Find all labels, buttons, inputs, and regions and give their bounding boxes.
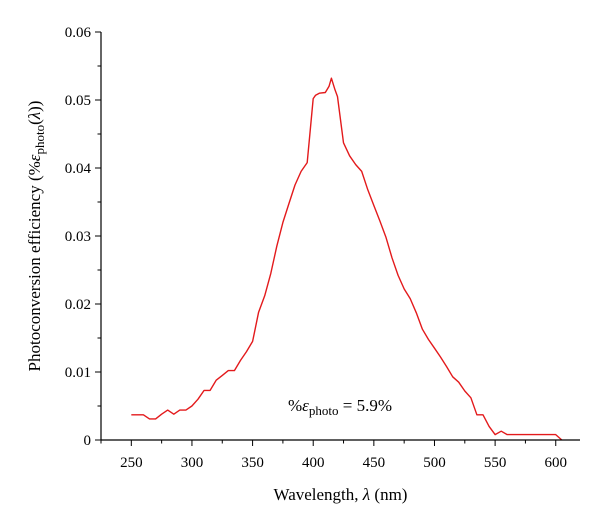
y-axis-title-subscript: photo (32, 125, 47, 155)
y-tick-label: 0.02 (65, 297, 91, 313)
y-axis-title: Photoconversion efficiency (%εphoto(λ)) (25, 101, 47, 372)
x-axis-title: Wavelength, λ (nm) (274, 485, 408, 504)
y-axis-title-middle: ( (25, 119, 44, 125)
y-axis-title-symbol: ε (25, 154, 44, 161)
x-axis-title-prefix: Wavelength, (274, 485, 363, 504)
x-tick-label: 450 (363, 455, 386, 471)
series-layer (131, 77, 563, 441)
y-tick-label: 0.03 (65, 229, 91, 245)
x-tick-label: 400 (302, 455, 325, 471)
annotation-prefix: % (288, 396, 302, 415)
x-axis-title-symbol: λ (362, 485, 370, 504)
efficiency-annotation: %εphoto = 5.9% (288, 396, 392, 418)
y-tick-label: 0.01 (65, 365, 91, 381)
y-axis-title-suffix: )) (25, 101, 44, 112)
annotation-symbol: ε (302, 396, 309, 415)
y-tick-label: 0.05 (65, 93, 91, 109)
x-tick-label: 500 (423, 455, 446, 471)
y-tick-label: 0.06 (65, 25, 92, 41)
y-axis-title-prefix: Photoconversion efficiency (% (25, 161, 44, 371)
y-axis-title-symbol2: λ (25, 112, 44, 120)
y-tick-label: 0 (84, 433, 92, 449)
x-tick-label: 300 (181, 455, 204, 471)
y-tick-label: 0.04 (65, 161, 92, 177)
efficiency-line (131, 77, 563, 441)
x-tick-label: 600 (544, 455, 567, 471)
y-axis-ticks: 0 0.01 0.02 0.03 0.04 0.05 0.06 (65, 25, 101, 449)
x-tick-label: 550 (484, 455, 507, 471)
x-tick-label: 350 (241, 455, 264, 471)
x-axis-title-unit: (nm) (370, 485, 407, 504)
annotation-subscript: photo (309, 403, 339, 418)
x-tick-label: 250 (120, 455, 143, 471)
annotation-value: = 5.9% (339, 396, 393, 415)
x-axis-ticks: 250 300 350 400 450 500 550 600 (100, 440, 567, 471)
